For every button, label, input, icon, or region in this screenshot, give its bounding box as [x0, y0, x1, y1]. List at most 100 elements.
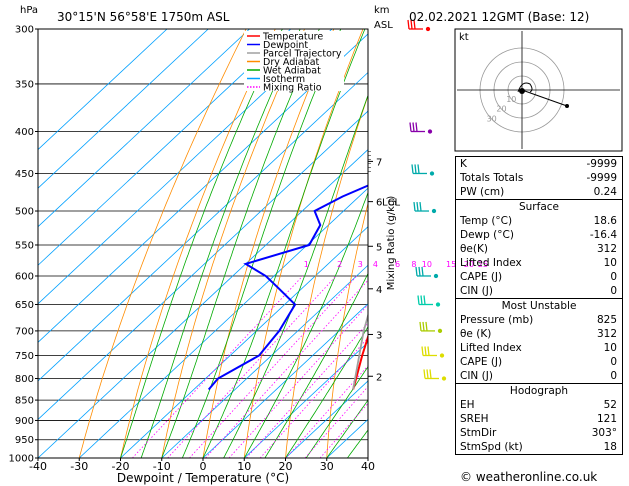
hodograph-ring-label: 30: [487, 114, 497, 123]
mixing-ratio-label: 15: [446, 260, 456, 269]
barb-flag: [419, 321, 422, 331]
temperature-tick-label: 40: [361, 460, 375, 473]
row: StmSpd (kt) 18: [456, 440, 622, 454]
isotherm-line: [38, 110, 368, 420]
value: -9999: [586, 172, 617, 184]
wet-adiabat-line: [120, 29, 283, 458]
pressure-tick-label: 500: [15, 207, 34, 218]
label: Lifted Index: [460, 257, 522, 269]
pressure-tick-label: 650: [15, 300, 34, 311]
value: 0: [610, 285, 617, 297]
credit-footer: © weatheronline.co.uk: [460, 470, 598, 484]
legend-entry: Isotherm: [263, 74, 305, 85]
value: 0.24: [593, 186, 617, 198]
legend-entry: Dry Adiabat: [263, 57, 320, 68]
value: 18: [603, 441, 617, 453]
storm-motion-line: [521, 89, 568, 107]
mixing-ratio-label: 2: [337, 260, 342, 269]
wind-barb: [411, 164, 435, 176]
mixing-ratio-axis-label: Mixing Ratio (g/kg): [386, 196, 397, 291]
value: 10: [603, 342, 617, 354]
barb-dot: [431, 208, 437, 214]
axes: 1 2 3 4 6 8 10 15 20 2530035040045050055060065070…: [9, 25, 489, 474]
isotherm-line: [38, 29, 292, 266]
row: θe(K) 312: [456, 242, 622, 256]
value: 52: [603, 399, 617, 411]
row: SREH 121: [456, 412, 622, 426]
wet-adiabat-line: [202, 29, 366, 458]
pressure-tick-label: 950: [15, 435, 34, 446]
barb-dot: [441, 376, 447, 381]
barb-flag: [426, 369, 429, 379]
label: PW (cm): [460, 186, 505, 198]
value: -16.4: [589, 229, 617, 241]
isotherm-line: [38, 149, 368, 458]
row: Lifted Index 10: [456, 341, 622, 355]
row: Lifted Index 10: [456, 256, 622, 270]
barb-flag: [413, 201, 416, 212]
pressure-tick-label: 850: [15, 396, 34, 407]
barb-dot: [435, 302, 441, 307]
row: CIN (J) 0: [456, 284, 622, 298]
barb-flag: [419, 201, 422, 212]
barb-dot: [429, 171, 435, 176]
barb-flag: [415, 122, 418, 132]
unstable-title: Most Unstable: [501, 300, 577, 312]
pressure-tick-label: 350: [15, 79, 34, 90]
isotherm-line: [38, 33, 368, 343]
temperature-tick-label: 30: [320, 460, 334, 473]
index-box-top: K -9999 Totals Totals -9999 PW (cm) 0.24: [455, 156, 623, 200]
barb-dot: [439, 353, 445, 358]
row: Dewp (°C) -16.4: [456, 228, 622, 242]
km-tick-label: 5: [376, 242, 382, 253]
isotherm-line: [38, 29, 168, 151]
pressure-tick-label: 550: [15, 240, 34, 251]
dry-adiabat-line: [161, 29, 305, 458]
label: EH: [460, 399, 475, 411]
legend-entry: Dewpoint: [263, 40, 308, 51]
wind-barb: [409, 122, 433, 134]
pressure-tick-label: 1000: [9, 454, 34, 465]
temperature-line: [352, 333, 368, 390]
barb-flag: [423, 369, 426, 379]
datetime-title: 02.02.2021 12GMT (Base: 12): [409, 10, 589, 24]
temperature-tick-label: 0: [200, 460, 207, 473]
km-tick-label: 4: [376, 285, 382, 296]
index-box-surface: Surface Temp (°C) 18.6 Dewp (°C) -16.4 θe(…: [455, 199, 623, 299]
surface-title: Surface: [518, 201, 559, 213]
pressure-tick-label: 900: [15, 416, 34, 427]
wet-adiabat-line: [305, 366, 368, 458]
value: 0: [610, 271, 617, 283]
barb-flag: [420, 295, 423, 305]
value: 18.6: [593, 215, 617, 227]
label: Lifted Index: [460, 342, 522, 354]
pressure-tick-label: 300: [15, 25, 34, 36]
barb-flag: [429, 369, 432, 379]
hodograph-title: Hodograph: [509, 385, 569, 397]
row-pw: PW (cm) 0.24: [456, 185, 622, 199]
wet-adiabat-line: [326, 399, 368, 458]
barb-flag: [421, 346, 424, 356]
storm-motion-dot: [565, 104, 569, 108]
barb-flag: [411, 164, 414, 174]
km-tick-label: 6: [376, 198, 382, 209]
isotherm-line: [38, 29, 250, 228]
value: -9999: [586, 158, 617, 170]
wet-adiabat-line: [140, 29, 301, 458]
km-tick-label: 2: [376, 372, 382, 383]
hodograph-ring-label: 20: [496, 105, 506, 114]
value: 121: [596, 413, 617, 425]
hpa-unit-label: hPa: [20, 5, 38, 16]
mixing-ratio-line: [132, 275, 303, 458]
barb-flag: [417, 295, 420, 305]
label: θe(K): [460, 243, 488, 255]
wet-adiabat-line: [182, 29, 342, 458]
temperature-tick-label: -10: [153, 460, 171, 473]
temperature-tick-label: -20: [112, 460, 130, 473]
isotherm-line: [78, 187, 368, 458]
pressure-tick-label: 400: [15, 127, 34, 138]
mixing-ratio-line: [304, 385, 368, 458]
